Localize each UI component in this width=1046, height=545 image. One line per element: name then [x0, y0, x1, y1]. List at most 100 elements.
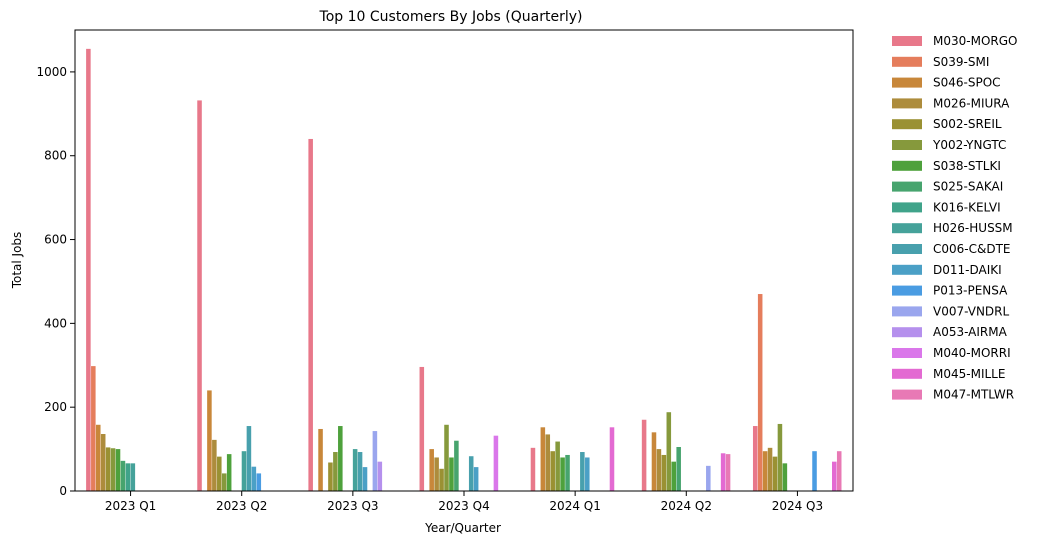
- bar: [560, 457, 565, 491]
- x-tick-label: 2024 Q1: [549, 499, 600, 513]
- bar: [836, 451, 842, 491]
- legend-swatch: [892, 202, 922, 213]
- bar: [256, 473, 262, 491]
- legend-label: M040-MORRI: [933, 346, 1011, 360]
- bar: [565, 454, 570, 491]
- bar: [757, 294, 763, 491]
- bar: [86, 48, 91, 492]
- legend-label: S046-SPOC: [933, 76, 1001, 90]
- bar: [333, 452, 338, 491]
- legend-label: H026-HUSSM: [933, 221, 1013, 235]
- bar: [246, 426, 252, 491]
- legend-label: A053-AIRMA: [933, 325, 1008, 339]
- bar: [429, 449, 434, 491]
- bar: [439, 468, 444, 491]
- bar: [585, 457, 590, 491]
- bar: [362, 467, 368, 491]
- bar: [221, 473, 227, 491]
- legend-label: P013-PENSA: [933, 284, 1008, 298]
- legend-swatch: [892, 140, 922, 150]
- legend-label: S039-SMI: [933, 55, 989, 69]
- bar: [609, 427, 615, 491]
- legend-swatch: [892, 368, 922, 379]
- bar: [91, 366, 96, 491]
- legend-swatch: [892, 98, 922, 109]
- x-tick-label: 2023 Q3: [327, 499, 378, 513]
- y-axis-label: Total Jobs: [10, 232, 24, 290]
- bar: [444, 424, 449, 491]
- legend-label: D011-DAIKI: [933, 263, 1002, 277]
- bar: [207, 390, 212, 491]
- bar: [671, 461, 677, 491]
- bar: [115, 449, 121, 491]
- bar: [468, 456, 474, 491]
- bar: [197, 100, 202, 491]
- bar: [762, 451, 768, 491]
- legend-swatch: [892, 77, 922, 88]
- y-tick-label: 1000: [36, 65, 67, 79]
- bar: [720, 453, 726, 491]
- bar: [530, 447, 536, 491]
- bar: [338, 426, 343, 491]
- legend-swatch: [892, 348, 922, 358]
- bar: [676, 447, 681, 491]
- y-tick-label: 400: [44, 316, 67, 330]
- bar: [251, 466, 257, 491]
- legend-label: M045-MILLE: [933, 367, 1005, 381]
- legend-swatch: [892, 327, 922, 338]
- bar: [454, 440, 459, 491]
- bar: [493, 435, 499, 491]
- legend-swatch: [892, 36, 922, 46]
- legend-swatch: [892, 119, 922, 130]
- bar: [120, 460, 126, 491]
- plot-frame: [74, 29, 854, 492]
- bar: [357, 452, 363, 491]
- bar: [308, 138, 313, 491]
- legend-label: M047-MTLWR: [933, 388, 1014, 402]
- legend-swatch: [892, 285, 922, 296]
- x-tick-label: 2023 Q2: [216, 499, 267, 513]
- bar: [666, 412, 672, 491]
- legend-swatch: [892, 181, 922, 192]
- bar: [434, 457, 439, 491]
- legend-label: V007-VNDRL: [933, 304, 1010, 318]
- bar: [105, 447, 111, 491]
- legend-label: S025-SAKAI: [933, 180, 1003, 194]
- bar: [241, 451, 247, 491]
- y-tick-label: 800: [44, 149, 67, 163]
- bar: [767, 447, 773, 491]
- legend-label: S038-STLKI: [933, 159, 1001, 173]
- legend-swatch: [892, 389, 922, 400]
- bar: [555, 441, 560, 491]
- y-tick-label: 600: [44, 233, 67, 247]
- bar: [212, 439, 217, 491]
- legend-swatch: [892, 160, 922, 171]
- bar: [372, 431, 378, 491]
- legend: M030-MORGO S039-SMI S046-SPOC M026-MIURA S00…: [892, 34, 1017, 402]
- plot-area: 0 200 400 600 800 1000 2023 Q1 2023 Q2 2023 Q3 20…: [36, 48, 842, 513]
- bar: [752, 426, 758, 491]
- chart-title: Top 10 Customers By Jobs (Quarterly): [319, 9, 583, 25]
- x-tick-label: 2023 Q1: [105, 499, 156, 513]
- bar: [318, 428, 323, 491]
- bar: [419, 366, 425, 491]
- legend-swatch: [892, 244, 922, 254]
- legend-label: S002-SREIL: [933, 117, 1002, 131]
- legend-swatch: [892, 56, 922, 67]
- y-tick-label: 200: [44, 400, 67, 414]
- bar: [377, 461, 383, 491]
- bar: [540, 427, 546, 491]
- legend-label: M030-MORGO: [933, 34, 1017, 48]
- bar: [226, 454, 232, 491]
- x-tick-label: 2024 Q2: [661, 499, 712, 513]
- bar: [651, 432, 657, 491]
- legend-swatch: [892, 264, 922, 275]
- bar: [473, 467, 479, 491]
- bar: [550, 451, 555, 491]
- legend-label: C006-C&DTE: [933, 242, 1011, 256]
- bar: [545, 434, 551, 491]
- x-tick-label: 2024 Q3: [772, 499, 823, 513]
- legend-label: Y002-YNGTC: [932, 138, 1006, 152]
- y-tick-label: 0: [59, 484, 67, 498]
